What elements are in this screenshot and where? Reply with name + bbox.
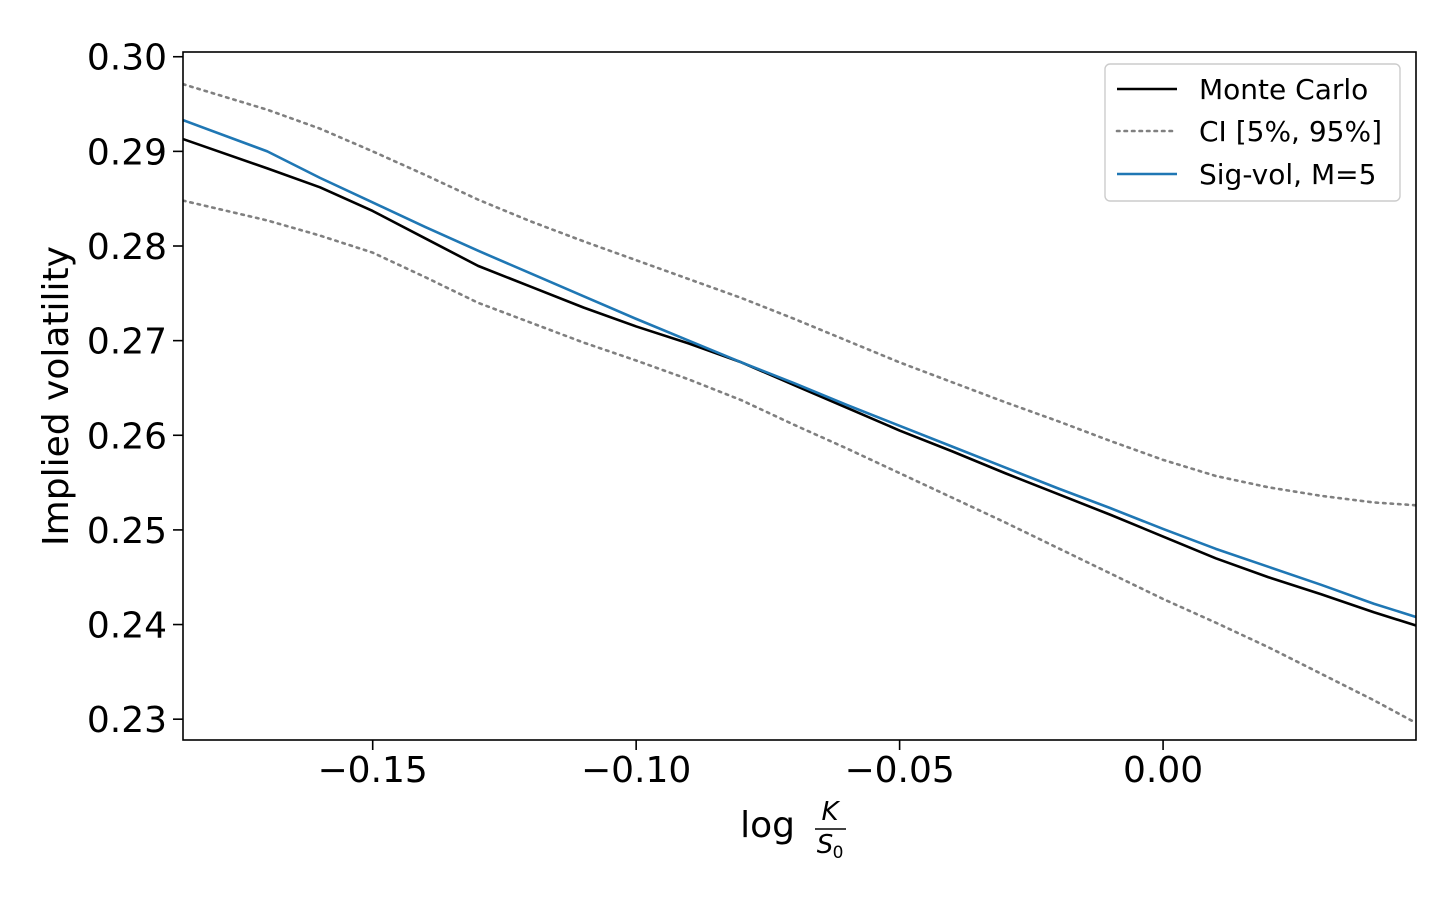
x-tick-label: 0.00 (1123, 750, 1203, 791)
x-axis-label-denominator-subscript: 0 (833, 843, 844, 863)
x-tick-label: −0.10 (581, 750, 691, 791)
y-tick-label: 0.26 (87, 416, 167, 457)
legend-box (1104, 63, 1401, 202)
x-axis-ticks: −0.15 −0.10 −0.05 0.00 (318, 740, 1203, 791)
y-axis-ticks: 0.23 0.24 0.25 0.26 0.27 0.28 0.29 0.30 (87, 38, 183, 741)
x-tick-label: −0.15 (318, 750, 428, 791)
x-axis-label-prefix: log (740, 805, 795, 846)
y-tick-label: 0.29 (87, 132, 167, 173)
y-tick-label: 0.27 (87, 322, 167, 363)
series-line-sig-vol (183, 118, 1416, 619)
series-line-monte-carlo (183, 137, 1416, 627)
legend-label-sig-vol: Sig-vol, M=5 (1199, 158, 1376, 191)
legend-label-monte-carlo: Monte Carlo (1199, 73, 1368, 106)
y-tick-label: 0.25 (87, 511, 167, 552)
series-line-ci-lower (183, 199, 1416, 725)
y-tick-label: 0.30 (87, 38, 167, 79)
plot-area-frame (182, 51, 1417, 741)
legend: Monte Carlo CI [5%, 95%] Sig-vol, M=5 (1104, 63, 1401, 202)
y-tick-label: 0.23 (87, 700, 167, 741)
y-tick-label: 0.28 (87, 227, 167, 268)
x-axis-label-denominator: S (817, 830, 834, 860)
series-line-ci-upper (183, 82, 1416, 507)
x-tick-label: −0.05 (844, 750, 954, 791)
series-layer (183, 82, 1416, 725)
y-axis-label: Implied volatility (36, 246, 77, 546)
legend-label-confidence-interval: CI [5%, 95%] (1199, 115, 1382, 148)
x-axis-label-numerator: K (821, 797, 840, 827)
y-tick-label: 0.24 (87, 606, 167, 647)
x-axis-label: log K S 0 (740, 797, 846, 863)
